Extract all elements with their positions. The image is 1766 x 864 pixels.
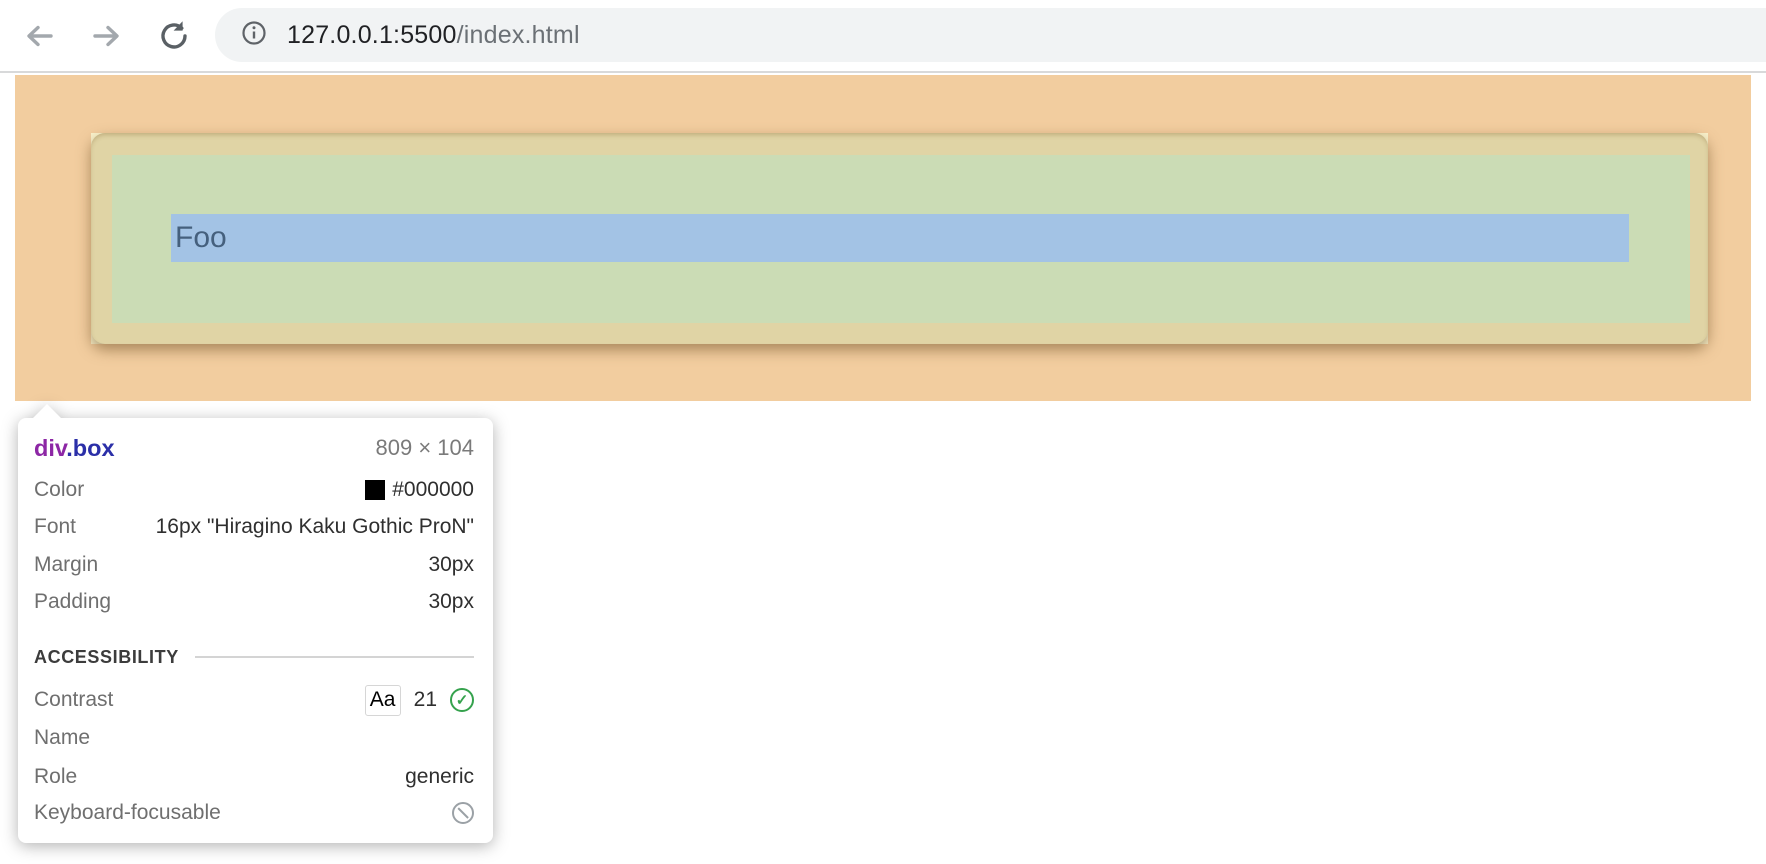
contrast-label: Contrast xyxy=(34,688,114,711)
tooltip-title-row: div.box 809 × 104 xyxy=(34,428,474,468)
padding-highlight-overlay: Foo xyxy=(112,155,1690,323)
keyboard-focusable-row: Keyboard-focusable xyxy=(34,794,474,832)
color-label: Color xyxy=(34,478,85,501)
box-text: Foo xyxy=(175,221,227,254)
devtools-tooltip: div.box 809 × 104 Color #000000 Font 16p… xyxy=(18,404,493,843)
padding-value: 30px xyxy=(428,590,474,613)
name-label: Name xyxy=(34,726,91,749)
color-value: #000000 xyxy=(392,478,474,501)
padding-label: Padding xyxy=(34,590,112,613)
tooltip-body: div.box 809 × 104 Color #000000 Font 16p… xyxy=(18,418,493,843)
browser-toolbar: 127.0.0.1:5500/index.html xyxy=(0,0,1766,73)
color-swatch xyxy=(365,480,386,500)
selector-tag: div xyxy=(34,434,67,461)
forward-button[interactable] xyxy=(89,18,125,54)
role-row: Role generic xyxy=(34,758,474,796)
contrast-row: Contrast Aa 21 ✓ xyxy=(34,681,474,719)
margin-row: Margin 30px xyxy=(34,546,474,584)
role-label: Role xyxy=(34,765,78,788)
padding-row: Padding 30px xyxy=(34,583,474,621)
forward-arrow-icon xyxy=(89,18,125,54)
border-highlight-overlay: Foo xyxy=(91,133,1708,344)
contrast-value-cluster: Aa 21 ✓ xyxy=(364,684,474,716)
margin-label: Margin xyxy=(34,553,99,576)
address-bar[interactable]: 127.0.0.1:5500/index.html xyxy=(215,8,1766,62)
back-arrow-icon xyxy=(21,18,57,54)
contrast-value: 21 xyxy=(413,688,437,711)
tooltip-arrow xyxy=(32,404,62,419)
url-text: 127.0.0.1:5500/index.html xyxy=(287,21,580,50)
section-divider xyxy=(194,656,474,658)
margin-highlight-overlay: Foo xyxy=(15,75,1751,401)
color-value-cluster: #000000 xyxy=(365,478,474,502)
inspected-element-box[interactable]: Foo xyxy=(91,133,1708,344)
role-value: generic xyxy=(405,765,474,788)
font-row: Font 16px "Hiragino Kaku Gothic ProN" xyxy=(34,508,474,546)
element-selector: div.box xyxy=(34,435,115,462)
color-row: Color #000000 xyxy=(34,471,474,509)
element-dimensions: 809 × 104 xyxy=(375,435,474,460)
font-value: 16px "Hiragino Kaku Gothic ProN" xyxy=(155,515,474,538)
content-highlight-overlay: Foo xyxy=(171,214,1629,262)
accessibility-heading: ACCESSIBILITY xyxy=(34,646,179,667)
font-label: Font xyxy=(34,515,77,538)
back-button[interactable] xyxy=(21,18,57,54)
check-circle-icon: ✓ xyxy=(450,688,474,712)
site-info-icon[interactable] xyxy=(239,18,269,53)
reload-icon xyxy=(156,18,192,54)
selector-class: .box xyxy=(66,434,115,461)
name-row: Name xyxy=(34,719,474,757)
keyboard-focusable-label: Keyboard-focusable xyxy=(34,801,221,824)
accessibility-section-header: ACCESSIBILITY xyxy=(34,638,474,676)
margin-value: 30px xyxy=(428,553,474,576)
contrast-sample-badge: Aa xyxy=(364,684,401,716)
not-allowed-icon xyxy=(452,802,474,824)
url-host: 127.0.0.1:5500 xyxy=(287,20,457,49)
url-path: /index.html xyxy=(456,20,580,49)
reload-button[interactable] xyxy=(156,18,192,54)
